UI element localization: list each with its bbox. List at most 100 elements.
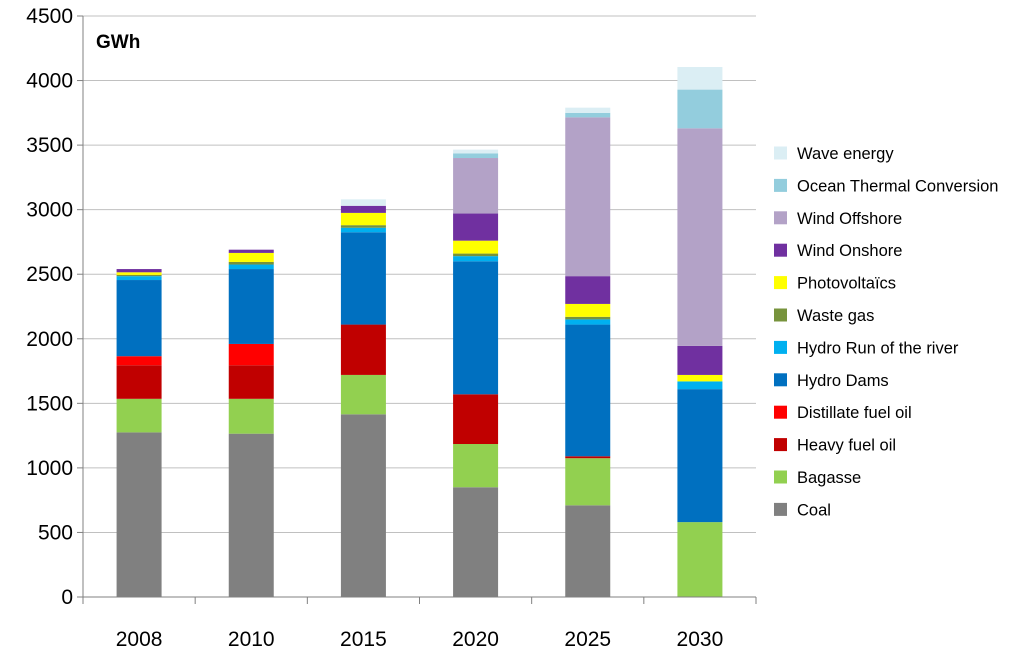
legend-swatch <box>774 243 787 257</box>
bar-segment-2025-hydro-run-of-the-river <box>565 319 611 325</box>
bar-segment-2030-bagasse <box>677 522 723 597</box>
legend-item-distillate-fuel-oil: Distillate fuel oil <box>774 404 912 422</box>
bar-segment-2010-heavy-fuel-oil <box>228 365 274 399</box>
y-tick-label: 1500 <box>26 392 73 415</box>
bar-segment-2020-waste-gas <box>453 253 499 257</box>
bar-segment-2008-hydro-run-of-the-river <box>116 276 162 281</box>
legend-item-hydro-run-of-the-river: Hydro Run of the river <box>774 339 959 357</box>
bar-segment-2008-distillate-fuel-oil <box>116 356 162 366</box>
y-tick-label: 1000 <box>26 457 73 480</box>
legend-swatch <box>774 438 787 452</box>
legend-item-ocean-thermal-conversion: Ocean Thermal Conversion <box>774 177 998 195</box>
bar-segment-2030-photovolta-cs <box>677 374 723 382</box>
y-tick-label: 3000 <box>26 199 73 222</box>
bar-segment-2020-wind-onshore <box>453 213 499 241</box>
legend-swatch <box>774 146 787 160</box>
bar-segment-2015-wave-energy <box>340 199 386 206</box>
legend-swatch <box>774 470 787 484</box>
y-tick-label: 4000 <box>26 70 73 93</box>
bar-segment-2010-hydro-run-of-the-river <box>228 264 274 270</box>
bar-segment-2010-coal <box>228 433 274 597</box>
bar-segment-2020-wave-energy <box>453 149 499 154</box>
bar-segment-2015-waste-gas <box>340 225 386 228</box>
y-tick-labels: 0 500 1000 1500 2000 2500 3000 3500 4000 4500 <box>26 5 73 609</box>
legend-item-bagasse: Bagasse <box>774 469 861 487</box>
legend-label: Hydro Dams <box>797 372 889 390</box>
y-tick-label: 2500 <box>26 263 73 286</box>
bar-segment-2030-wind-onshore <box>677 345 723 375</box>
x-tick-label-2030: 2030 <box>677 628 724 651</box>
bar-segment-2020-wind-offshore <box>453 158 499 214</box>
legend-item-waste-gas: Waste gas <box>774 307 874 325</box>
legend-label: Coal <box>797 501 831 519</box>
bar-segment-2030-wind-offshore <box>677 128 723 346</box>
bar-segment-2008-heavy-fuel-oil <box>116 365 162 399</box>
y-tick-label: 3500 <box>26 134 73 157</box>
legend-label: Wind Offshore <box>797 210 902 228</box>
legend-swatch <box>774 308 787 322</box>
legend-label: Wind Onshore <box>797 242 902 260</box>
bar-segment-2030-hydro-run-of-the-river <box>677 381 723 390</box>
bar-segment-2025-wind-onshore <box>565 276 611 304</box>
legend-swatch <box>774 340 787 354</box>
bar-segment-2030-wave-energy <box>677 66 723 90</box>
legend-item-heavy-fuel-oil: Heavy fuel oil <box>774 437 896 455</box>
legend-label: Hydro Run of the river <box>797 339 959 357</box>
bar-segment-2008-waste-gas <box>116 274 162 277</box>
y-tick-label: 4500 <box>26 5 73 28</box>
bar-segment-2025-photovolta-cs <box>565 303 611 317</box>
legend-item-wind-onshore: Wind Onshore <box>774 242 902 260</box>
legend-label: Distillate fuel oil <box>797 404 912 422</box>
y-tick-label: 2000 <box>26 328 73 351</box>
bar-segment-2020-bagasse <box>453 444 499 488</box>
legend-label: Bagasse <box>797 469 861 487</box>
bar-segment-2025-heavy-fuel-oil <box>565 456 611 459</box>
legend-swatch <box>774 211 787 225</box>
bar-segment-2015-hydro-dams <box>340 232 386 325</box>
x-tick-label-2025: 2025 <box>564 628 611 651</box>
bar-segment-2015-hydro-run-of-the-river <box>340 227 386 233</box>
y-tick-label: 500 <box>38 521 73 544</box>
legend-swatch <box>774 178 787 192</box>
gridlines <box>83 15 756 533</box>
legend-swatch <box>774 276 787 290</box>
bar-segment-2020-coal <box>453 487 499 597</box>
legend-item-photovolta-cs: Photovoltaïcs <box>774 275 896 293</box>
bar-segment-2008-coal <box>116 432 162 597</box>
x-tick-labels: 2008 2010 2015 2020 2025 2030 <box>116 628 724 651</box>
bar-segment-2015-bagasse <box>340 374 386 415</box>
legend-swatch <box>774 373 787 387</box>
legend-label: Wave energy <box>797 145 894 163</box>
bar-segment-2025-ocean-thermal-conversion <box>565 112 611 118</box>
x-tick-label-2010: 2010 <box>228 628 275 651</box>
x-tick-label-2020: 2020 <box>452 628 499 651</box>
bar-segment-2020-hydro-run-of-the-river <box>453 256 499 262</box>
legend-label: Heavy fuel oil <box>797 437 896 455</box>
bar-segment-2008-hydro-dams <box>116 280 162 357</box>
bar-segment-2010-wind-onshore <box>228 249 274 253</box>
bar-segment-2010-photovolta-cs <box>228 252 274 262</box>
bar-segment-2025-hydro-dams <box>565 324 611 457</box>
bar-segment-2015-coal <box>340 414 386 597</box>
bar-segment-2010-waste-gas <box>228 261 274 265</box>
bars <box>116 66 723 597</box>
legend-item-coal: Coal <box>774 501 831 519</box>
bar-segment-2025-wave-energy <box>565 107 611 113</box>
bar-segment-2008-wind-onshore <box>116 269 162 273</box>
legend-label: Photovoltaïcs <box>797 275 896 293</box>
bar-segment-2008-bagasse <box>116 398 162 433</box>
bar-segment-2015-heavy-fuel-oil <box>340 324 386 375</box>
unit-label: GWh <box>96 32 140 53</box>
bar-segment-2025-wind-offshore <box>565 117 611 277</box>
bar-segment-2025-bagasse <box>565 458 611 506</box>
legend: Wave energy Ocean Thermal Conversion Wind … <box>774 145 998 519</box>
legend-label: Ocean Thermal Conversion <box>797 177 998 195</box>
bar-segment-2010-bagasse <box>228 398 274 434</box>
bar-segment-2010-hydro-dams <box>228 269 274 344</box>
bar-segment-2025-waste-gas <box>565 316 611 320</box>
bar-segment-2030-ocean-thermal-conversion <box>677 89 723 129</box>
legend-item-wind-offshore: Wind Offshore <box>774 210 902 228</box>
bar-segment-2020-ocean-thermal-conversion <box>453 153 499 159</box>
